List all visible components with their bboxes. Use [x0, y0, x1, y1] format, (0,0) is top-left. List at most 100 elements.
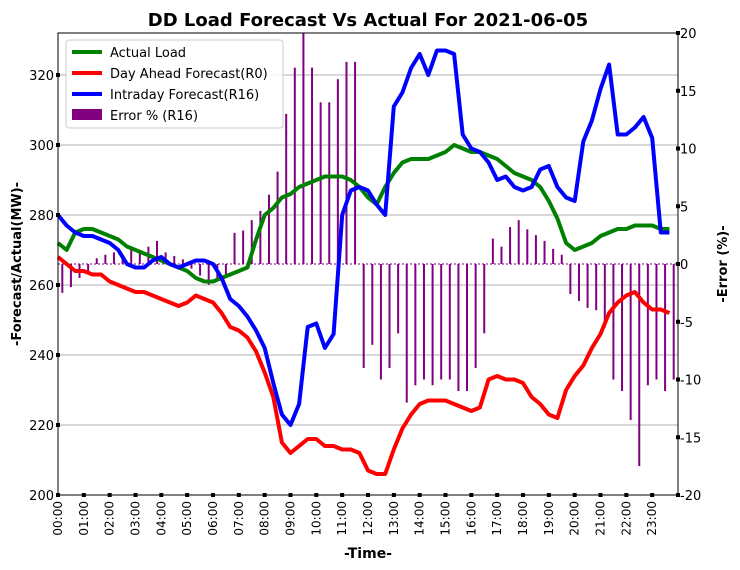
error-bar-41 — [414, 264, 417, 386]
error-bar-58 — [560, 254, 563, 264]
y2tick-label-20: 20 — [680, 27, 697, 42]
error-bar-38 — [388, 264, 391, 368]
error-bar-24 — [267, 194, 270, 264]
xtick-mark-3 — [133, 493, 138, 497]
right-y-axis: -20 -15 -10 -5 0 5 10 15 20 — [676, 27, 701, 504]
xtick-mark-21 — [598, 493, 603, 497]
error-bar-43 — [431, 264, 434, 386]
xtick-label-9: 09:00 — [284, 501, 298, 536]
error-bar-31 — [328, 102, 331, 264]
xtick-label-23: 23:00 — [645, 501, 659, 536]
y2tick-mark--10 — [676, 377, 680, 382]
error-bar-71 — [672, 264, 675, 380]
left-y-axis: 200 220 240 260 280 300 320 — [29, 69, 60, 504]
ytick-mark-220 — [56, 423, 60, 427]
error-bar-66 — [629, 264, 632, 420]
y2tick-mark-10 — [676, 146, 680, 151]
xtick-label-14: 14:00 — [413, 501, 427, 536]
ytick-mark-300 — [56, 143, 60, 147]
xtick-label-8: 08:00 — [258, 501, 272, 536]
xtick-mark-6 — [211, 493, 215, 497]
legend-label-dayahead: Day Ahead Forecast(R0) — [110, 67, 268, 82]
xtick-label-2: 02:00 — [103, 501, 117, 536]
error-bar-42 — [422, 264, 425, 380]
series-line-2 — [56, 48, 670, 427]
xtick-mark-7 — [236, 493, 241, 497]
xtick-mark-19 — [546, 493, 551, 497]
error-bar-14 — [181, 259, 184, 264]
y2tick-label--10: -10 — [680, 374, 701, 389]
error-bar-17 — [207, 264, 210, 285]
error-bar-30 — [319, 102, 322, 264]
y2tick-mark--15 — [676, 435, 680, 440]
error-bar-29 — [311, 67, 314, 265]
xtick-mark-0 — [56, 493, 60, 497]
y2tick-label-0: 0 — [680, 258, 688, 273]
xtick-label-1: 01:00 — [77, 501, 91, 536]
error-bar-39 — [397, 264, 400, 334]
error-bar-37 — [379, 264, 382, 380]
ytick-mark-240 — [56, 353, 60, 357]
error-bar-67 — [638, 264, 641, 467]
error-bar-46 — [457, 264, 460, 392]
error-bar-21 — [242, 230, 245, 264]
chart-title: DD Load Forecast Vs Actual For 2021-06-0… — [148, 10, 588, 31]
error-bar-54 — [526, 229, 529, 264]
y2tick-mark-5 — [676, 204, 680, 209]
error-bar-51 — [500, 246, 503, 264]
error-bar-33 — [345, 61, 348, 264]
xtick-label-12: 12:00 — [361, 501, 375, 536]
legend: Actual Load Day Ahead Forecast(R0) Intra… — [65, 39, 284, 129]
error-bar-16 — [199, 264, 202, 276]
xtick-mark-10 — [314, 493, 319, 497]
xtick-mark-15 — [443, 493, 448, 497]
error-bar-32 — [336, 79, 339, 264]
error-bar-15 — [190, 264, 193, 269]
y2tick-mark-15 — [676, 88, 680, 93]
xtick-label-3: 03:00 — [129, 501, 143, 536]
ytick-label-240: 240 — [29, 349, 54, 364]
error-bar-25 — [276, 171, 279, 264]
y2tick-label-10: 10 — [680, 143, 697, 158]
xtick-label-22: 22:00 — [619, 501, 633, 536]
series-line-1 — [56, 255, 671, 476]
series-lines — [56, 48, 671, 476]
xtick-label-15: 15:00 — [439, 501, 453, 536]
xtick-label-5: 05:00 — [180, 501, 194, 536]
error-bar-3 — [87, 264, 90, 274]
error-bar-65 — [621, 264, 624, 392]
xtick-mark-5 — [185, 493, 190, 497]
error-bar-36 — [371, 264, 374, 345]
y2tick-label-15: 15 — [680, 85, 697, 100]
y2tick-label--15: -15 — [680, 431, 701, 446]
xtick-label-16: 16:00 — [464, 501, 478, 536]
error-bar-4 — [95, 258, 98, 264]
xtick-mark-13 — [391, 493, 396, 497]
xtick-mark-9 — [288, 493, 293, 497]
x-axis-label: -Time- — [344, 546, 392, 562]
legend-label-actual: Actual Load — [110, 46, 186, 61]
y-axis-label: -Forecast/Actual(MW)- — [10, 182, 25, 346]
error-bar-50 — [491, 238, 494, 264]
error-bar-22 — [250, 220, 253, 264]
xtick-mark-17 — [495, 493, 500, 497]
error-bar-40 — [405, 264, 408, 403]
error-bar-35 — [362, 264, 365, 368]
ytick-label-200: 200 — [29, 489, 54, 504]
ytick-label-220: 220 — [29, 419, 54, 434]
error-bar-45 — [448, 264, 451, 380]
legend-label-intraday: Intraday Forecast(R16) — [110, 88, 259, 103]
xtick-mark-14 — [417, 493, 422, 497]
error-bar-13 — [173, 255, 176, 264]
ytick-label-260: 260 — [29, 279, 54, 294]
error-bar-11 — [156, 240, 159, 264]
error-bar-20 — [233, 232, 236, 264]
error-bar-27 — [293, 67, 296, 265]
error-bar-23 — [259, 210, 262, 264]
ytick-mark-280 — [56, 213, 60, 217]
legend-label-error: Error % (R16) — [110, 109, 198, 124]
xtick-mark-1 — [81, 493, 86, 497]
xtick-mark-8 — [262, 493, 267, 497]
error-bar-55 — [534, 235, 537, 264]
